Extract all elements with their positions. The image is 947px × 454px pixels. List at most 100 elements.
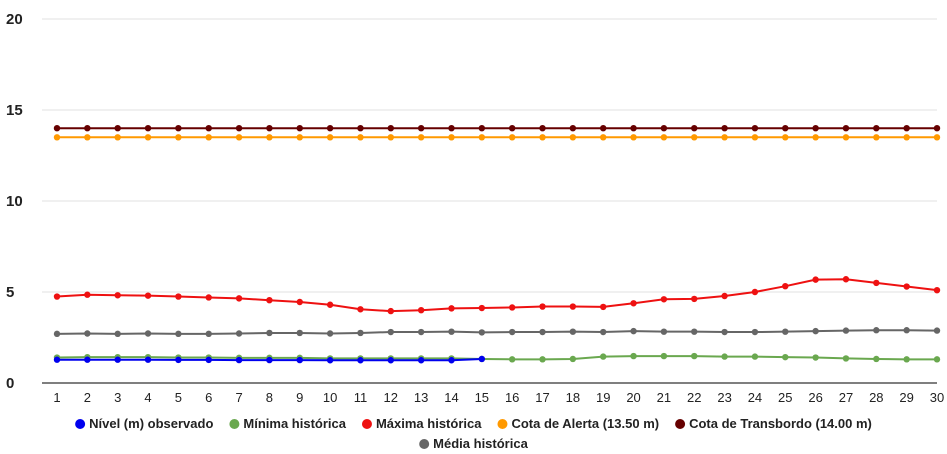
- data-point: [751, 288, 759, 296]
- x-tick-label: 4: [144, 390, 151, 405]
- legend-label: Média histórica: [433, 436, 528, 451]
- data-point: [539, 356, 546, 363]
- x-tick-label: 18: [566, 390, 580, 405]
- data-point: [782, 125, 789, 132]
- legend-item[interactable]: Cota de Transbordo (14.00 m): [675, 416, 872, 431]
- data-point: [84, 356, 91, 363]
- x-tick-label: 6: [205, 390, 212, 405]
- data-point: [175, 125, 182, 132]
- data-point: [539, 328, 546, 336]
- data-point: [235, 356, 243, 364]
- data-point: [873, 134, 880, 141]
- legend-item[interactable]: Mínima histórica: [229, 416, 347, 431]
- data-point: [478, 355, 486, 363]
- x-tick-label: 17: [535, 390, 549, 405]
- data-point: [539, 125, 546, 132]
- data-point: [933, 134, 941, 141]
- data-point: [235, 134, 243, 141]
- data-point: [357, 306, 364, 313]
- x-tick-label: 11: [354, 390, 368, 405]
- series-2: [53, 276, 941, 315]
- data-point: [296, 125, 303, 132]
- x-tick-label: 10: [323, 390, 337, 405]
- data-point: [933, 125, 941, 132]
- data-point: [782, 328, 789, 335]
- series-line: [56, 278, 938, 313]
- data-point: [266, 329, 273, 337]
- data-point: [417, 134, 425, 141]
- data-point: [600, 125, 607, 132]
- x-tick-label: 20: [626, 390, 640, 405]
- data-point: [539, 303, 546, 310]
- data-point: [842, 355, 850, 362]
- x-tick-label: 26: [808, 390, 822, 405]
- data-point: [660, 296, 668, 303]
- data-point: [448, 328, 455, 335]
- series-1: [53, 352, 941, 363]
- data-point: [266, 296, 273, 304]
- data-point: [84, 291, 91, 298]
- data-point: [782, 353, 789, 361]
- data-point: [387, 125, 394, 132]
- data-point: [842, 276, 850, 283]
- x-tick-label: 27: [839, 390, 853, 405]
- data-point: [630, 134, 637, 141]
- x-tick-label: 21: [657, 390, 671, 405]
- data-point: [114, 292, 121, 299]
- data-point: [630, 352, 637, 360]
- data-point: [417, 328, 425, 336]
- data-point: [751, 353, 759, 360]
- legend-label: Cota de Transbordo (14.00 m): [689, 416, 872, 431]
- x-tick-label: 15: [475, 390, 489, 405]
- data-point: [448, 134, 455, 141]
- data-point: [751, 134, 759, 141]
- data-point: [205, 294, 212, 301]
- data-point: [630, 327, 637, 335]
- data-point: [53, 330, 61, 338]
- x-tick-label: 9: [296, 390, 303, 405]
- legend-item[interactable]: Média histórica: [419, 436, 529, 451]
- x-tick-label: 22: [687, 390, 701, 405]
- data-point: [812, 354, 819, 361]
- x-tick-label: 1: [53, 390, 60, 405]
- data-point: [691, 134, 698, 141]
- data-point: [691, 352, 698, 360]
- data-point: [691, 328, 698, 335]
- data-point: [751, 328, 759, 336]
- y-tick-label: 20: [6, 11, 23, 28]
- data-point: [751, 125, 759, 132]
- legend-label: Máxima histórica: [376, 416, 482, 431]
- series-0: [53, 327, 941, 338]
- data-point: [114, 134, 121, 141]
- data-point: [387, 357, 394, 364]
- data-point: [205, 134, 212, 141]
- data-point: [903, 125, 910, 132]
- data-point: [357, 134, 364, 141]
- data-point: [357, 125, 364, 132]
- x-tick-label: 23: [717, 390, 731, 405]
- data-point: [903, 356, 910, 363]
- series-5: [53, 355, 486, 364]
- data-point: [660, 352, 668, 360]
- data-point: [326, 134, 334, 141]
- data-point: [600, 353, 607, 360]
- data-point: [205, 330, 212, 338]
- data-point: [812, 276, 819, 283]
- data-point: [114, 356, 121, 363]
- legend-item[interactable]: Cota de Alerta (13.50 m): [497, 416, 659, 431]
- data-point: [357, 329, 364, 337]
- data-point: [873, 279, 880, 287]
- gridlines: [42, 18, 937, 384]
- data-point: [478, 125, 486, 132]
- data-point: [387, 307, 394, 315]
- legend-item[interactable]: Nível (m) observado: [75, 416, 213, 431]
- data-point: [144, 134, 152, 141]
- legend-item[interactable]: Máxima histórica: [361, 416, 482, 431]
- x-tick-label: 14: [444, 390, 458, 405]
- data-point: [478, 304, 486, 312]
- x-tick-label: 24: [748, 390, 762, 405]
- data-point: [326, 125, 334, 132]
- data-point: [569, 125, 577, 132]
- data-point: [478, 329, 486, 336]
